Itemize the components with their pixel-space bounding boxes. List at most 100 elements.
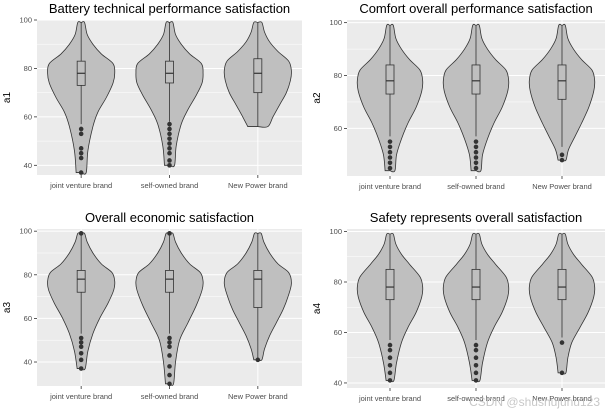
outlier-point <box>78 126 84 132</box>
chart-panel-3: 40 60 80 100 joint venture brand self-owned b… <box>2 210 302 401</box>
y-tick-label: 40 <box>24 161 32 170</box>
x-tick-label: self-owned brand <box>141 392 199 401</box>
outlier-point <box>559 157 565 163</box>
outlier-point <box>473 378 479 383</box>
violin-3 <box>528 23 596 163</box>
x-tick-label: self-owned brand <box>447 394 505 403</box>
x-tick-label: self-owned brand <box>447 182 505 191</box>
chart-title: Overall economic satisfaction <box>85 210 254 225</box>
iqr-box <box>471 64 481 95</box>
y-tick-label: 100 <box>329 227 342 236</box>
violin-3 <box>223 232 292 363</box>
violin-2 <box>442 232 510 383</box>
x-tick-label: joint venture brand <box>358 182 421 191</box>
chart-panel-2: 60 80 100 joint venture brand self-owned bra… <box>312 1 605 191</box>
outlier-point <box>473 160 479 166</box>
violin-1 <box>356 23 424 173</box>
outlier-point <box>167 353 172 358</box>
outlier-point <box>387 355 393 361</box>
chart-title: Comfort overall performance satisfaction <box>359 1 592 16</box>
violin-2 <box>135 231 204 387</box>
outlier-point <box>559 152 565 158</box>
outlier-point <box>78 131 84 137</box>
outlier-point <box>78 170 84 175</box>
outlier-point <box>473 165 479 171</box>
outlier-point <box>387 165 393 171</box>
outlier-point <box>473 370 479 376</box>
iqr-box <box>471 268 481 301</box>
violin-1 <box>356 232 424 383</box>
outlier-point <box>473 362 479 368</box>
iqr-box <box>557 64 567 100</box>
y-axis-label: a1 <box>2 92 13 104</box>
outlier-point <box>167 381 172 387</box>
outlier-point <box>387 144 393 150</box>
y-tick-label: 80 <box>24 64 32 73</box>
outlier-point <box>473 342 479 348</box>
x-tick-label: self-owned brand <box>141 181 199 190</box>
outlier-point <box>167 335 172 341</box>
outlier-point <box>78 155 84 161</box>
outlier-point <box>78 350 84 356</box>
outlier-point <box>473 347 479 353</box>
outlier-point <box>559 340 565 345</box>
outlier-point <box>473 144 479 150</box>
violin-3 <box>223 21 292 128</box>
outlier-point <box>78 340 84 345</box>
iqr-box <box>385 268 395 301</box>
outlier-point <box>167 340 172 345</box>
y-tick-label: 80 <box>24 270 32 279</box>
outlier-point <box>167 158 172 163</box>
x-tick-label: New Power brand <box>228 181 288 190</box>
chart-panel-1: 40 60 80 100 joint venture brand self-owned b… <box>2 1 302 190</box>
x-tick-label: New Power brand <box>532 182 592 191</box>
outlier-point <box>78 335 84 341</box>
outlier-point <box>167 136 172 141</box>
iqr-box <box>76 270 86 293</box>
y-tick-label: 100 <box>329 18 342 27</box>
outlier-point <box>473 355 479 361</box>
violin-1 <box>47 231 116 371</box>
iqr-box <box>165 270 174 293</box>
outlier-point <box>473 155 479 160</box>
iqr-box <box>165 60 174 84</box>
outlier-point <box>167 150 172 156</box>
y-tick-label: 60 <box>334 328 342 337</box>
outlier-point <box>559 370 565 376</box>
outlier-point <box>167 146 172 151</box>
iqr-box <box>557 268 567 301</box>
y-tick-label: 40 <box>334 378 342 387</box>
violin-2 <box>135 21 204 168</box>
y-tick-label: 60 <box>24 112 32 121</box>
y-tick-label: 60 <box>24 314 32 323</box>
outlier-point <box>167 141 172 146</box>
x-tick-label: joint venture brand <box>358 394 421 403</box>
outlier-point <box>387 370 393 376</box>
x-tick-label: New Power brand <box>532 394 592 403</box>
outlier-point <box>167 372 172 378</box>
outlier-point <box>167 121 172 127</box>
iqr-box <box>385 64 395 95</box>
y-tick-label: 60 <box>334 124 342 133</box>
violin-3 <box>528 232 596 376</box>
iqr-box <box>253 58 263 94</box>
outlier-point <box>387 378 393 383</box>
outlier-point <box>167 344 172 350</box>
outlier-point <box>387 139 393 144</box>
x-tick-label: joint venture brand <box>49 181 112 190</box>
outlier-point <box>78 231 84 236</box>
outlier-point <box>255 357 261 363</box>
y-tick-label: 100 <box>19 227 32 236</box>
outlier-point <box>167 126 172 132</box>
watermark-text: CSDN @shushujunu123 <box>469 395 600 409</box>
outlier-point <box>78 146 84 151</box>
outlier-point <box>387 362 393 368</box>
outlier-point <box>167 131 172 137</box>
outlier-point <box>387 160 393 166</box>
y-axis-label: a2 <box>312 92 323 104</box>
x-tick-label: New Power brand <box>228 392 288 401</box>
outlier-point <box>78 357 84 363</box>
outlier-point <box>473 149 479 155</box>
outlier-point <box>78 344 84 350</box>
